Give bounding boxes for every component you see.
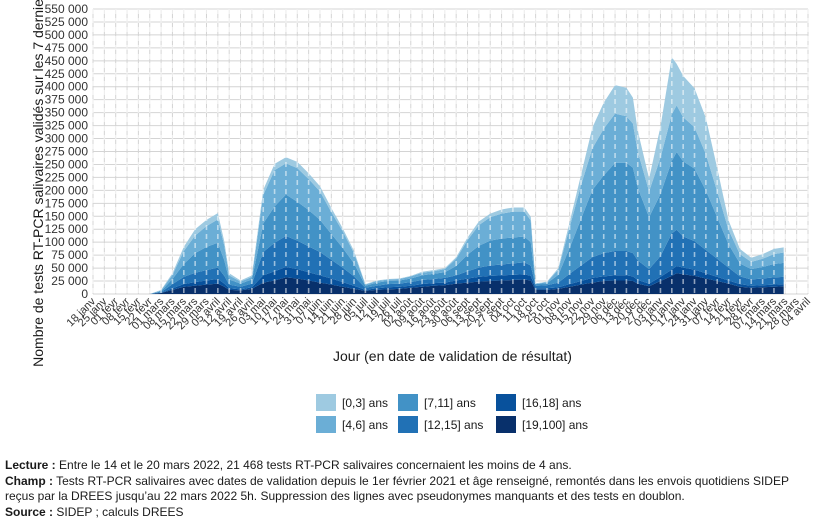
y-tick-label: 125 000	[45, 222, 89, 236]
y-tick-label: 75 000	[51, 248, 88, 262]
area-4-6-ans	[93, 105, 784, 294]
y-tick-label: 50 000	[51, 261, 88, 275]
area-series	[93, 57, 784, 294]
legend-swatch	[398, 416, 418, 433]
legend-swatch	[496, 394, 516, 411]
legend-item-0-3: [0,3] ans	[316, 394, 388, 411]
legend-label: [4,6] ans	[342, 417, 389, 432]
source-text: SIDEP ; calculs DREES	[53, 504, 184, 519]
y-tick-label: 500 000	[45, 28, 89, 42]
y-tick-label: 300 000	[45, 132, 89, 146]
y-tick-label: 250 000	[45, 157, 89, 171]
legend-label: [12,15] ans	[424, 417, 484, 432]
y-tick-label: 550 000	[45, 2, 89, 16]
legend-label: [19,100] ans	[522, 417, 589, 432]
y-tick-label: 475 000	[45, 41, 89, 55]
lecture-text: Entre le 14 et le 20 mars 2022, 21 468 t…	[55, 458, 572, 472]
source-label: Source :	[5, 504, 54, 519]
area-7-11-ans	[93, 152, 784, 294]
y-tick-label: 150 000	[45, 209, 89, 223]
legend-item-19-100: [19,100] ans	[496, 416, 588, 433]
y-tick-label: 425 000	[45, 67, 89, 81]
champ-note: Champ : Tests RT-PCR salivaires avec dat…	[5, 474, 817, 505]
champ-label: Champ :	[5, 473, 53, 488]
champ-text: Tests RT-PCR salivaires avec dates de va…	[5, 473, 789, 504]
y-tick-label: 375 000	[45, 93, 89, 107]
y-tick-label: 100 000	[45, 235, 89, 249]
legend-swatch	[496, 416, 516, 433]
legend-item-12-15: [12,15] ans	[398, 416, 483, 433]
source-note: Source : SIDEP ; calculs DREES	[5, 505, 817, 521]
y-tick-label: 525 000	[45, 15, 89, 29]
legend-label: [16,18] ans	[522, 395, 582, 410]
y-tick-label: 175 000	[45, 196, 89, 210]
x-axis-title: Jour (en date de validation de résultat)	[333, 348, 572, 364]
area-12-15-ans	[93, 229, 784, 294]
legend-item-7-11: [7,11] ans	[398, 394, 476, 411]
y-tick-label: 225 000	[45, 170, 89, 184]
lecture-note: Lecture : Entre le 14 et le 20 mars 2022…	[5, 458, 817, 474]
legend-item-16-18: [16,18] ans	[496, 394, 581, 411]
notes: Lecture : Entre le 14 et le 20 mars 2022…	[5, 458, 817, 520]
vertical-dotted-markers	[92, 9, 809, 294]
legend-swatch	[316, 394, 336, 411]
legend-swatch	[398, 394, 418, 411]
y-tick-label: 275 000	[45, 145, 89, 159]
area-19-100-ans	[93, 273, 784, 294]
legend-item-4-6: [4,6] ans	[316, 416, 388, 433]
y-axis-title-box: Nombre de tests RT-PCR salivaires validé…	[8, 0, 68, 367]
y-tick-label: 350 000	[45, 106, 89, 120]
lecture-label: Lecture :	[5, 458, 56, 472]
area-0-3-ans	[93, 57, 784, 294]
y-tick-label: 450 000	[45, 54, 89, 68]
legend-label: [7,11] ans	[424, 395, 476, 410]
legend-label: [0,3] ans	[342, 395, 389, 410]
y-tick-label: 200 000	[45, 183, 89, 197]
y-tick-label: 400 000	[45, 80, 89, 94]
legend-swatch	[316, 416, 336, 433]
y-tick-label: 25 000	[51, 274, 88, 288]
y-axis-title: Nombre de tests RT-PCR salivaires validé…	[30, 0, 46, 367]
y-tick-label: 0	[81, 287, 88, 301]
y-tick-label: 325 000	[45, 119, 89, 133]
